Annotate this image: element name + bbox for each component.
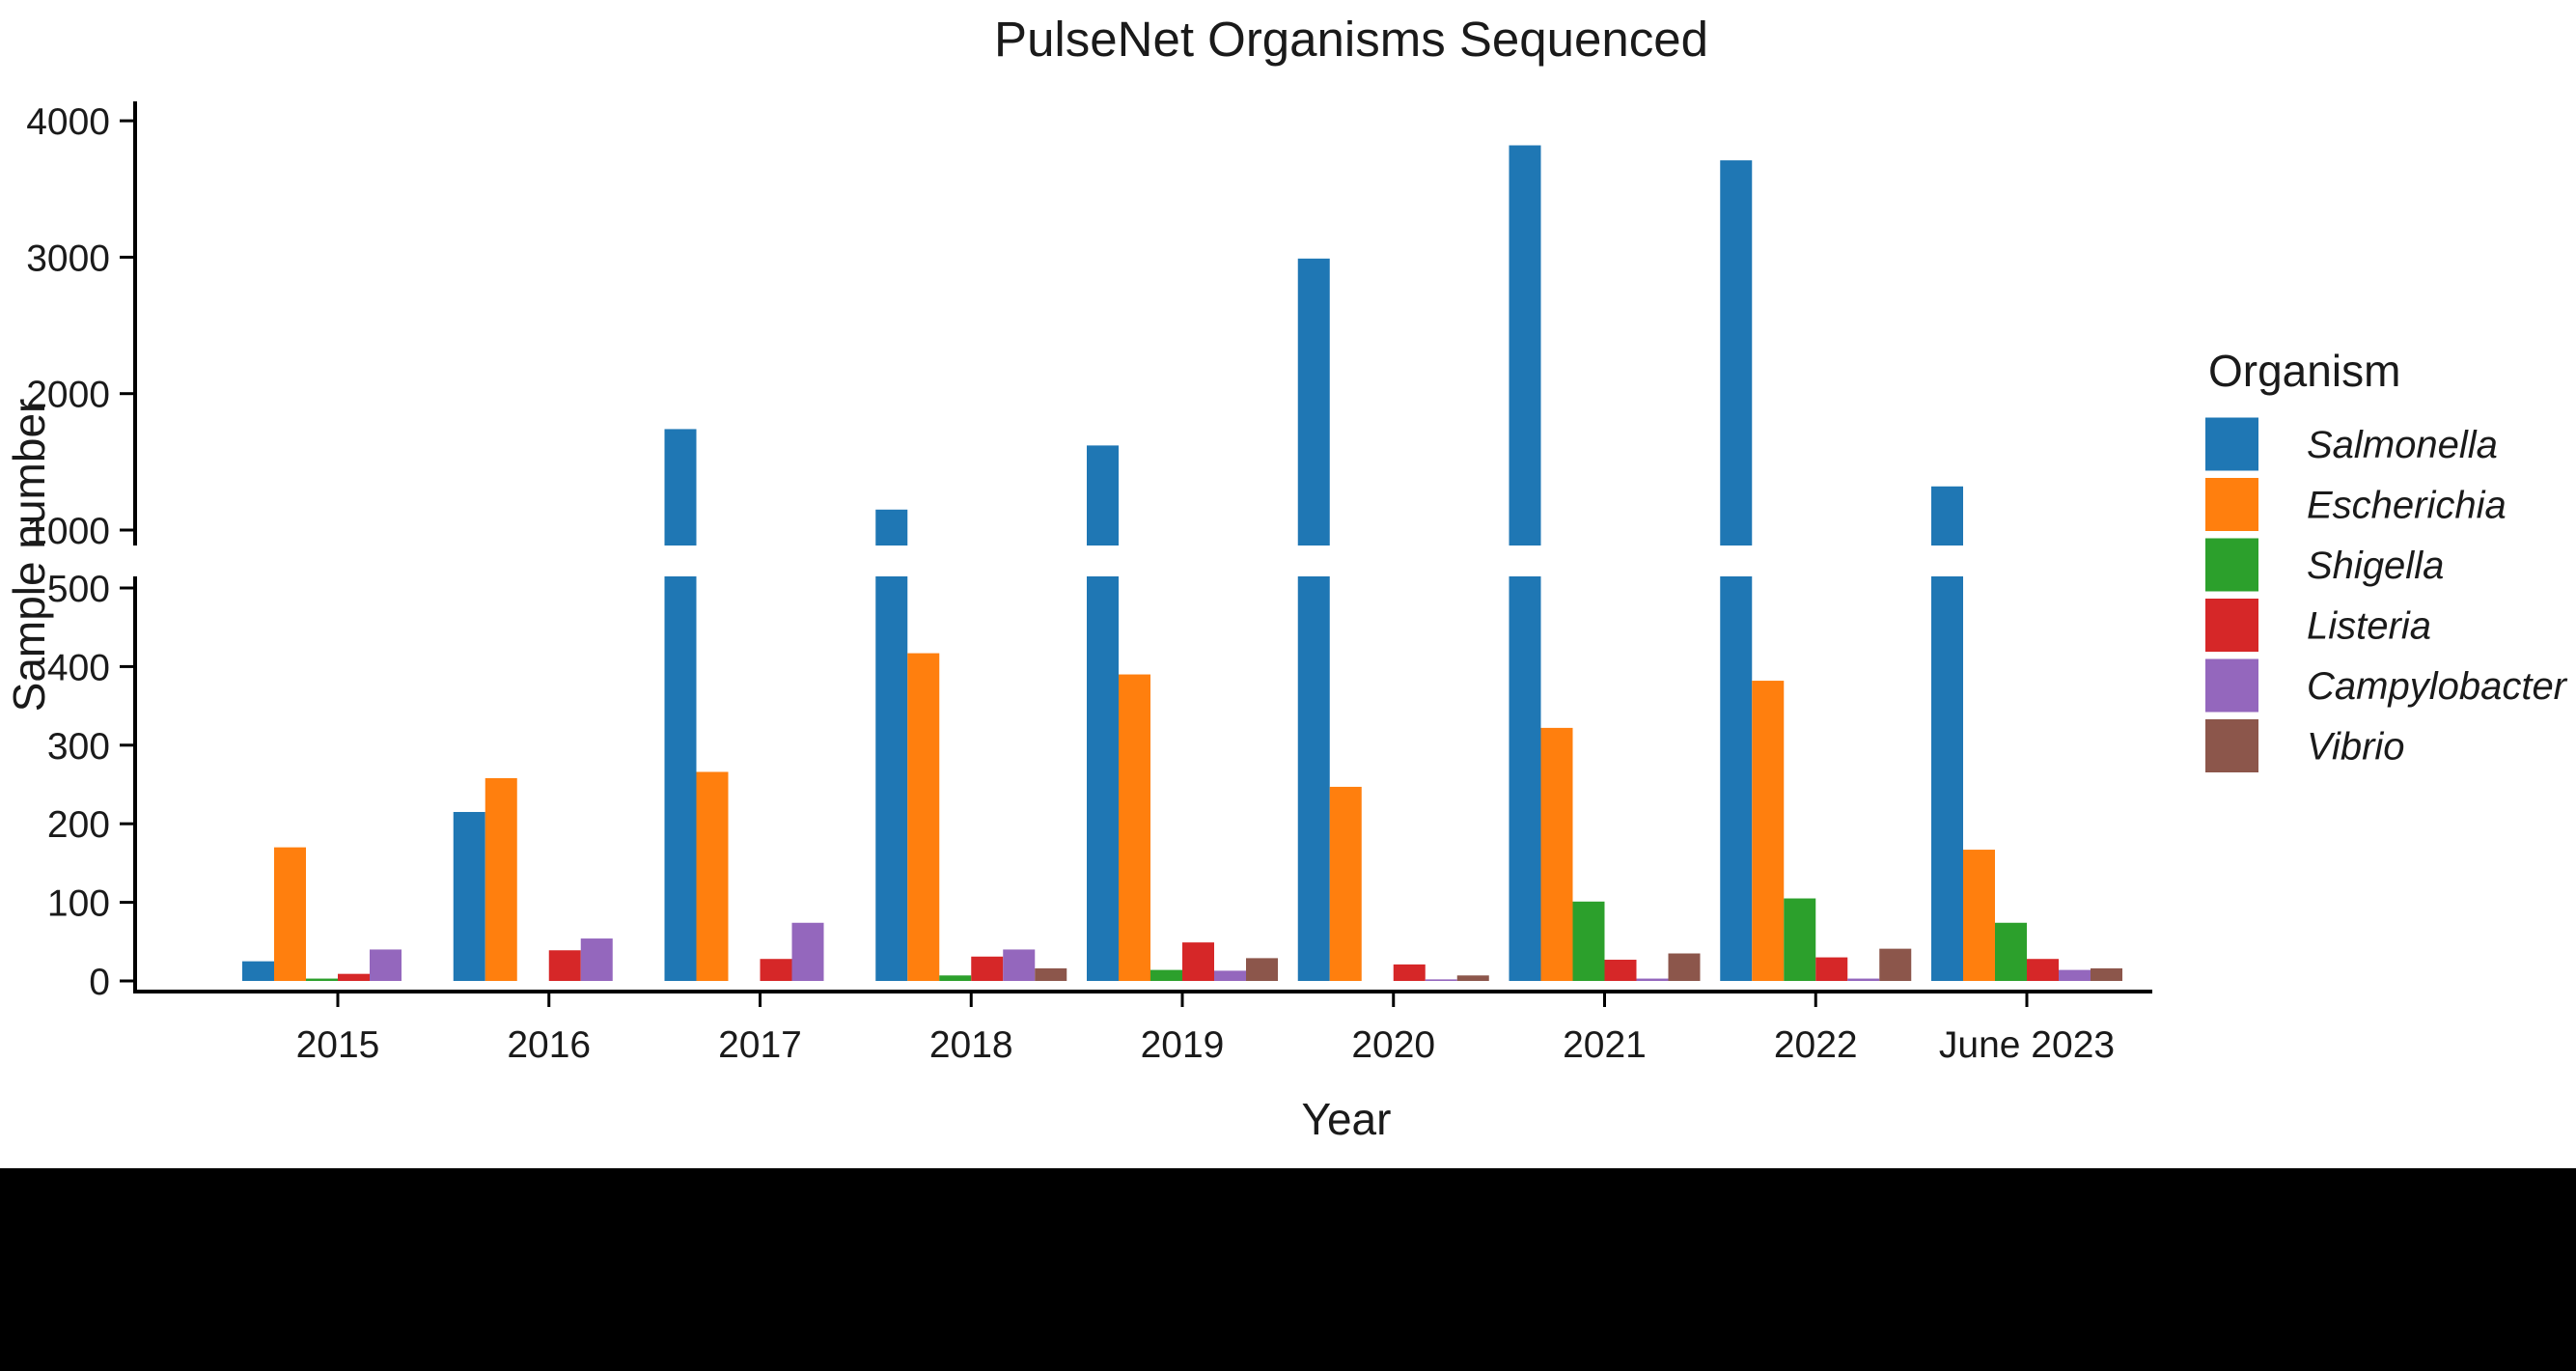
bar-Escherichia-2016 (485, 777, 517, 981)
bar-Escherichia-2021 (1540, 727, 1573, 981)
bar-Salmonella-2021-lower (1509, 576, 1541, 981)
legend-label-Salmonella: Salmonella (2307, 424, 2498, 466)
bar-Vibrio-2021 (1668, 953, 1701, 981)
y-tick-label: 400 (47, 647, 110, 688)
legend-label-Campylobacter: Campylobacter (2307, 665, 2568, 708)
bar-Salmonella-2017 (664, 429, 697, 546)
bar-Listeria-2017 (760, 959, 792, 981)
bar-Campylobacter-2019 (1214, 970, 1246, 981)
bar-Escherichia-2020 (1329, 786, 1362, 981)
bar-Salmonella-2021 (1509, 145, 1541, 546)
bar-Listeria-2022 (1815, 957, 1848, 981)
x-tick-label: 2022 (1774, 1024, 1858, 1066)
footer-band: The number and genus of PulseNet organis… (0, 1168, 2576, 1371)
x-tick-label: June 2023 (1939, 1024, 2115, 1066)
bar-Escherichia-2018 (907, 653, 940, 981)
bar-Campylobacter-2015 (370, 949, 402, 981)
bar-Listeria-2020 (1393, 964, 1426, 981)
y-tick-label: 300 (47, 726, 110, 768)
y-tick-label: 100 (47, 883, 110, 925)
bar-Vibrio-2019 (1246, 958, 1278, 981)
bar-Escherichia-June 2023 (1963, 850, 1995, 981)
legend-swatch-Listeria (2205, 599, 2258, 652)
bar-Salmonella-2019-lower (1087, 576, 1119, 981)
x-tick-label: 2015 (296, 1024, 380, 1066)
bar-Shigella-2018 (939, 975, 972, 981)
x-tick-label: 2016 (507, 1024, 591, 1066)
y-tick-label: 2000 (26, 375, 110, 416)
legend-swatch-Salmonella (2205, 417, 2258, 471)
bar-Salmonella-2018-lower (875, 576, 908, 981)
bar-Shigella-2019 (1150, 969, 1182, 981)
bar-Escherichia-2015 (274, 847, 306, 981)
bar-Shigella-2021 (1572, 901, 1605, 981)
bar-Shigella-2015 (306, 978, 338, 981)
y-tick-label: 1000 (26, 511, 110, 552)
bar-Campylobacter-2021 (1636, 978, 1669, 981)
legend-swatch-Escherichia (2205, 478, 2258, 531)
chart: PulseNet Organisms Sequenced Sample numb… (4, 12, 2568, 1144)
bar-Campylobacter-2016 (580, 938, 613, 981)
legend-swatch-Shigella (2205, 538, 2258, 592)
legend-swatch-Vibrio (2205, 719, 2258, 772)
x-tick-label: 2017 (718, 1024, 802, 1066)
x-tick-label: 2019 (1141, 1024, 1225, 1066)
x-tick-label: 2021 (1563, 1024, 1647, 1066)
bar-Listeria-June 2023 (2027, 959, 2059, 981)
bar-Shigella-June 2023 (1995, 922, 2027, 981)
x-axis-title: Year (1302, 1094, 1392, 1144)
legend-label-Vibrio: Vibrio (2307, 726, 2405, 769)
bar-Shigella-2022 (1784, 898, 1816, 981)
axes-group: 0 100 200 300 400 500 1000 2000 3000 4000 2015 2016… (26, 101, 2152, 1066)
bar-Salmonella-2020 (1297, 258, 1330, 546)
bar-Listeria-2021 (1604, 960, 1637, 981)
bar-Salmonella-2016 (453, 811, 485, 981)
bar-Salmonella-2019 (1087, 445, 1119, 546)
legend-label-Escherichia: Escherichia (2307, 485, 2507, 527)
x-tick-label: 2018 (929, 1024, 1013, 1066)
bar-Listeria-2019 (1182, 942, 1214, 981)
y-tick-label: 200 (47, 804, 110, 846)
chart-title: PulseNet Organisms Sequenced (994, 12, 1708, 67)
legend-label-Listeria: Listeria (2307, 605, 2431, 648)
legend-label-Shigella: Shigella (2307, 545, 2444, 587)
y-tick-label: 4000 (26, 101, 110, 143)
bar-Vibrio-2018 (1035, 967, 1067, 981)
y-tick-label: 3000 (26, 238, 110, 279)
bars-group (242, 145, 2122, 981)
legend-swatch-Campylobacter (2205, 658, 2258, 713)
bar-Escherichia-2017 (696, 771, 729, 981)
bar-Campylobacter-2018 (1003, 949, 1036, 981)
bar-Escherichia-2019 (1119, 674, 1150, 981)
bar-Salmonella-2022-lower (1720, 576, 1753, 981)
bar-Salmonella-2017-lower (664, 576, 697, 981)
bar-Salmonella-June 2023 (1931, 486, 1963, 546)
bar-Listeria-2018 (971, 956, 1004, 981)
bar-Salmonella-2022 (1720, 160, 1753, 546)
bar-Campylobacter-2020 (1425, 979, 1457, 981)
bar-Salmonella-2015 (242, 961, 274, 981)
bar-Salmonella-2020-lower (1297, 576, 1330, 981)
legend-title: Organism (2208, 346, 2400, 396)
legend-group: Organism Salmonella Escherichia Shigella Lis… (2205, 346, 2568, 772)
y-tick-label: 500 (47, 569, 110, 610)
y-tick-label: 0 (89, 962, 110, 1003)
bar-Salmonella-2018 (875, 509, 908, 546)
bar-Escherichia-2022 (1752, 681, 1785, 981)
bar-Vibrio-2022 (1879, 948, 1912, 981)
bar-Campylobacter-June 2023 (2059, 969, 2091, 981)
x-tick-label: 2020 (1351, 1024, 1435, 1066)
bar-Listeria-2015 (338, 973, 370, 981)
y-axis-title: Sample number (4, 399, 54, 713)
bar-Vibrio-June 2023 (2091, 967, 2122, 981)
bar-Campylobacter-2017 (791, 922, 824, 981)
bar-Vibrio-2020 (1456, 975, 1489, 981)
bar-Salmonella-June 2023-lower (1931, 576, 1963, 981)
bar-Campylobacter-2022 (1847, 978, 1880, 981)
bar-Listeria-2016 (548, 950, 581, 981)
